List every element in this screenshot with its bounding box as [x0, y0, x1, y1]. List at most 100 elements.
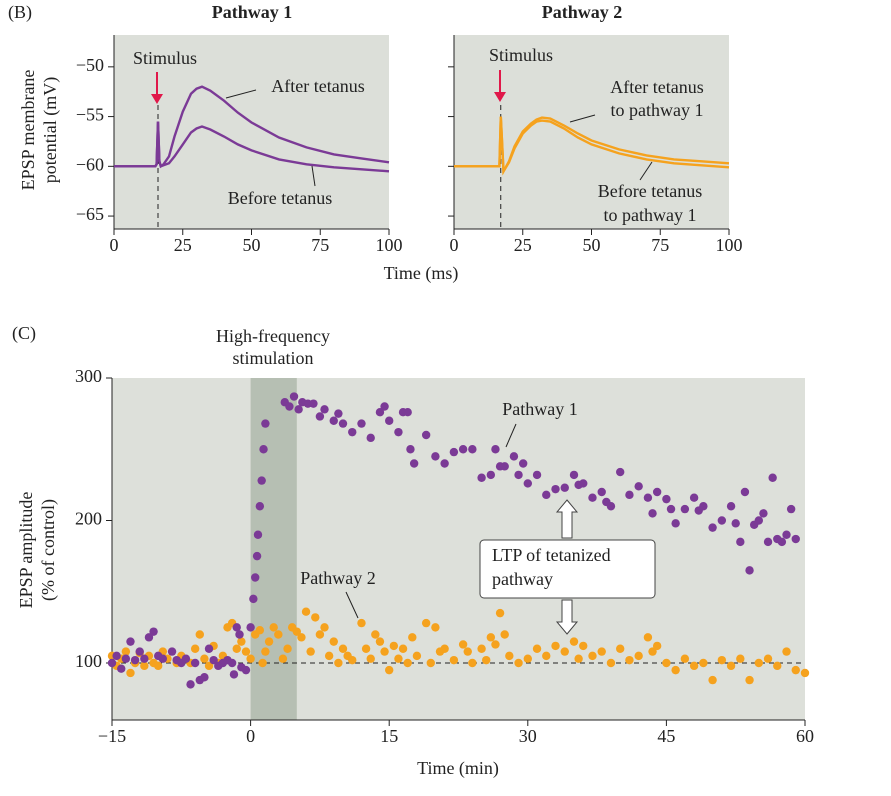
annotation: After tetanus	[271, 76, 364, 96]
point	[736, 654, 745, 663]
point	[394, 654, 403, 663]
point	[380, 402, 389, 411]
point	[579, 641, 588, 651]
point	[117, 664, 126, 673]
point	[477, 473, 486, 482]
callout	[345, 591, 359, 619]
point	[574, 654, 583, 663]
panel-label: (B)	[8, 2, 32, 23]
point	[253, 530, 263, 539]
point	[403, 408, 412, 417]
point	[232, 644, 241, 653]
x-tick-label: 25	[514, 235, 532, 255]
point	[634, 482, 643, 491]
point	[708, 523, 717, 532]
point	[252, 551, 262, 561]
y-axis-label: (% of control)	[38, 499, 59, 601]
point	[135, 647, 144, 656]
point	[338, 419, 348, 428]
point	[662, 494, 671, 504]
point	[551, 641, 560, 651]
point	[348, 655, 357, 665]
x-tick-label: 0	[450, 235, 459, 255]
y-axis-label: potential (mV)	[40, 77, 61, 183]
point	[283, 644, 292, 653]
point	[140, 654, 149, 663]
x-tick-label: 100	[376, 235, 403, 255]
point	[551, 484, 560, 494]
point	[616, 644, 625, 653]
point	[294, 405, 303, 414]
point	[740, 487, 750, 497]
point	[380, 647, 389, 656]
point	[625, 655, 634, 665]
point	[482, 655, 491, 665]
point	[289, 392, 299, 401]
point	[269, 623, 278, 632]
x-tick-label: 50	[583, 235, 601, 255]
point	[329, 637, 338, 646]
point	[195, 630, 204, 639]
point	[680, 654, 690, 663]
annotation: Stimulus	[133, 48, 197, 68]
arrow-head	[151, 94, 163, 104]
point	[306, 647, 315, 656]
line	[114, 85, 390, 169]
point	[606, 502, 616, 511]
callout	[569, 114, 596, 123]
point	[643, 493, 653, 502]
point	[259, 445, 268, 454]
plot-background	[114, 35, 389, 229]
point	[297, 633, 306, 642]
point	[357, 618, 366, 628]
point	[421, 618, 431, 628]
point	[421, 430, 431, 440]
annotation: to pathway 1	[611, 100, 704, 120]
point	[569, 637, 579, 646]
point	[736, 537, 745, 547]
point	[606, 658, 616, 668]
point	[680, 504, 690, 514]
x-tick-label: 75	[651, 235, 669, 255]
callout	[225, 89, 257, 99]
x-axis-label: Time (ms)	[384, 263, 459, 284]
y-tick-label: −55	[76, 105, 104, 125]
point	[126, 637, 135, 646]
point	[408, 633, 417, 642]
point	[486, 633, 496, 642]
point	[348, 427, 357, 437]
point	[329, 416, 338, 425]
point	[440, 459, 449, 468]
y-tick-label: 100	[75, 651, 102, 671]
point	[699, 658, 708, 668]
point	[121, 654, 131, 663]
annotation: LTP of tetanized	[492, 545, 611, 565]
point	[486, 470, 496, 480]
point	[264, 637, 274, 646]
x-tick-label: 50	[243, 235, 261, 255]
point	[449, 447, 459, 457]
point	[278, 654, 288, 663]
point	[759, 509, 768, 518]
point	[754, 658, 763, 668]
x-tick-label: −15	[98, 726, 126, 746]
chart-title: Pathway 2	[542, 2, 623, 22]
y-tick-label: −65	[76, 204, 104, 224]
annotation: Before tetanus	[598, 181, 702, 201]
y-tick-label: −60	[76, 154, 104, 174]
annotation: After tetanus	[610, 77, 703, 97]
point	[514, 470, 523, 480]
point	[181, 654, 191, 663]
stimulation-band	[250, 378, 297, 720]
annotation: stimulation	[233, 348, 314, 368]
point	[495, 608, 505, 618]
point	[385, 665, 394, 675]
point	[232, 623, 241, 632]
point	[274, 630, 283, 639]
point	[491, 640, 500, 649]
callout	[639, 161, 653, 181]
x-tick-label: 30	[519, 726, 537, 746]
point	[588, 651, 597, 661]
point	[773, 661, 782, 671]
